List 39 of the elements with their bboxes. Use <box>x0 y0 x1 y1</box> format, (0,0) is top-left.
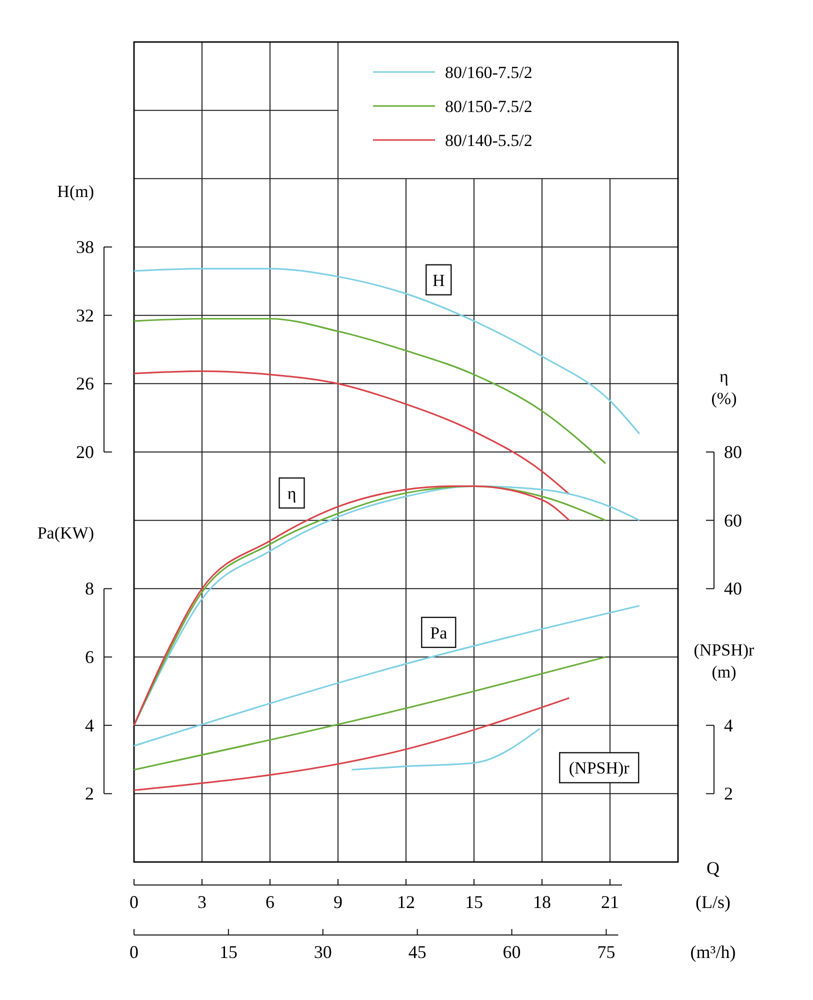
x2-tick-label: 0 <box>130 942 138 962</box>
x2-tick-label: 75 <box>597 942 616 962</box>
y-axis-title: H(m) <box>57 182 94 201</box>
y3-axis-title: Pa(KW) <box>37 524 94 543</box>
x2-tick-label: 15 <box>219 942 238 962</box>
legend-label: 80/140-5.5/2 <box>445 131 532 150</box>
annotation: η <box>287 484 296 503</box>
x2-tick-label: 60 <box>502 942 521 962</box>
y2-axis-title: η (%) <box>711 367 737 408</box>
y2-tick-label: 40 <box>724 578 742 599</box>
x-tick-label: 18 <box>533 892 551 912</box>
annotation: Pa <box>430 623 448 642</box>
x-tick-label: 15 <box>465 892 483 912</box>
x-tick-label: 6 <box>266 892 274 912</box>
x2-tick-label: 30 <box>314 942 332 962</box>
y3-tick-label: 6 <box>85 647 94 667</box>
annotation: H <box>432 270 445 290</box>
line-series <box>133 268 640 435</box>
line-series <box>350 728 541 771</box>
x-tick-label: 21 <box>601 892 619 912</box>
y2-tick-label: 60 <box>724 510 742 530</box>
line-series <box>133 318 606 464</box>
y-axis-title: (NPSH)r (m) <box>694 640 755 682</box>
annotation: (NPSH)r <box>568 758 630 778</box>
y-tick-label: 38 <box>76 237 94 257</box>
x2-axis-title: (m³/h) <box>690 942 736 962</box>
legend-label: 80/160-7.5/2 <box>445 63 532 82</box>
y-tick-label: 32 <box>76 305 94 326</box>
legend-label: 80/150-7.5/2 <box>445 97 532 116</box>
x-axis-title: Q (L/s) <box>696 858 730 912</box>
y3-tick-label: 8 <box>85 578 94 599</box>
x2-tick-label: 45 <box>408 942 426 962</box>
y2-tick-label: 80 <box>724 442 742 462</box>
x-tick-label: 0 <box>130 892 138 912</box>
x-tick-label: 12 <box>397 892 415 912</box>
x-tick-label: 9 <box>334 892 342 912</box>
y-tick-label: 26 <box>76 374 94 394</box>
x-tick-label: 3 <box>198 892 206 912</box>
y-tick-label: 20 <box>76 442 94 462</box>
